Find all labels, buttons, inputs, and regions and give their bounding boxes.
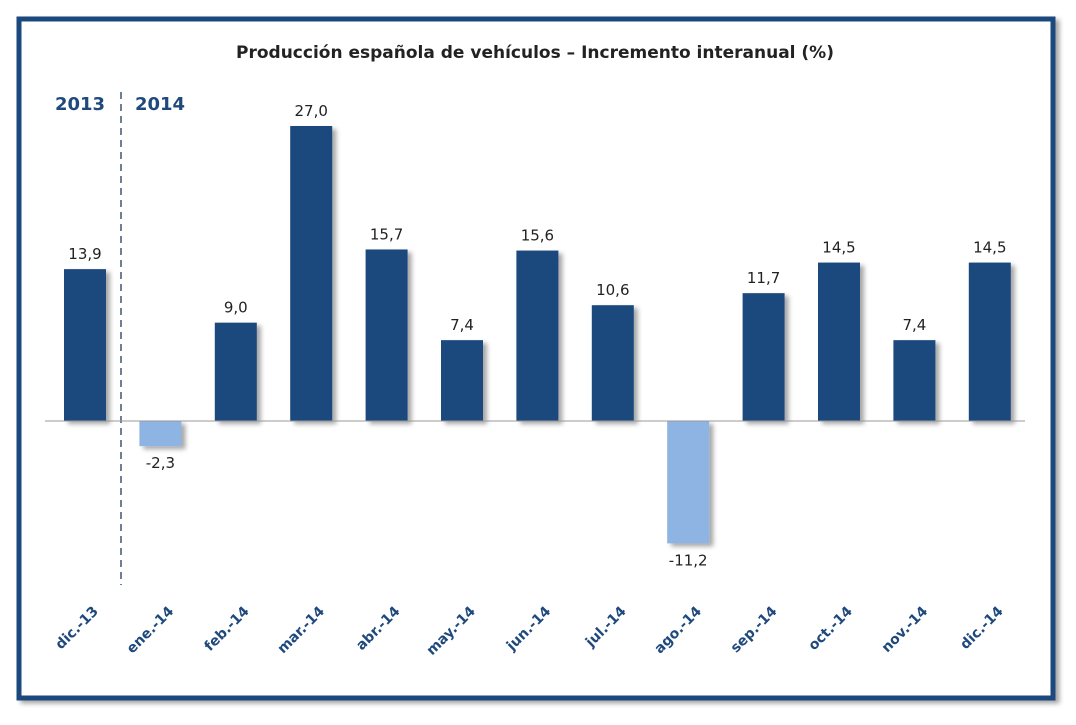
bar-dic.-14	[968, 262, 1011, 421]
bar-ene.-14	[139, 421, 182, 447]
chart-title: Producción española de vehículos – Incre…	[236, 43, 834, 63]
data-label: 7,4	[450, 316, 474, 334]
data-label: -11,2	[669, 551, 708, 569]
data-label: 14,5	[822, 239, 855, 257]
bar-oct.-14	[818, 262, 860, 421]
data-label: 7,4	[902, 316, 926, 334]
bar-nov.-14	[893, 340, 936, 421]
data-label: 27,0	[294, 102, 327, 120]
bar-sep.-14	[742, 293, 785, 421]
bar-ago.-14	[667, 421, 710, 544]
year-label-2014: 2014	[135, 94, 185, 115]
bar-may.-14	[441, 340, 483, 421]
bar-jun.-14	[516, 250, 559, 421]
year-label-2013: 2013	[55, 94, 105, 115]
data-label: 13,9	[68, 245, 101, 263]
data-label: 11,7	[747, 269, 780, 287]
bar-abr.-14	[365, 249, 408, 421]
bar-jul.-14	[591, 305, 634, 421]
data-label: 14,5	[973, 239, 1006, 257]
bar-feb.-14	[214, 322, 257, 421]
bar-dic.-13	[64, 269, 106, 421]
bar-mar.-14	[290, 126, 333, 421]
data-label: 15,6	[521, 227, 554, 245]
data-label: 10,6	[596, 281, 629, 299]
data-label: -2,3	[146, 454, 175, 472]
data-label: 9,0	[224, 299, 248, 317]
data-label: 15,7	[370, 225, 403, 243]
